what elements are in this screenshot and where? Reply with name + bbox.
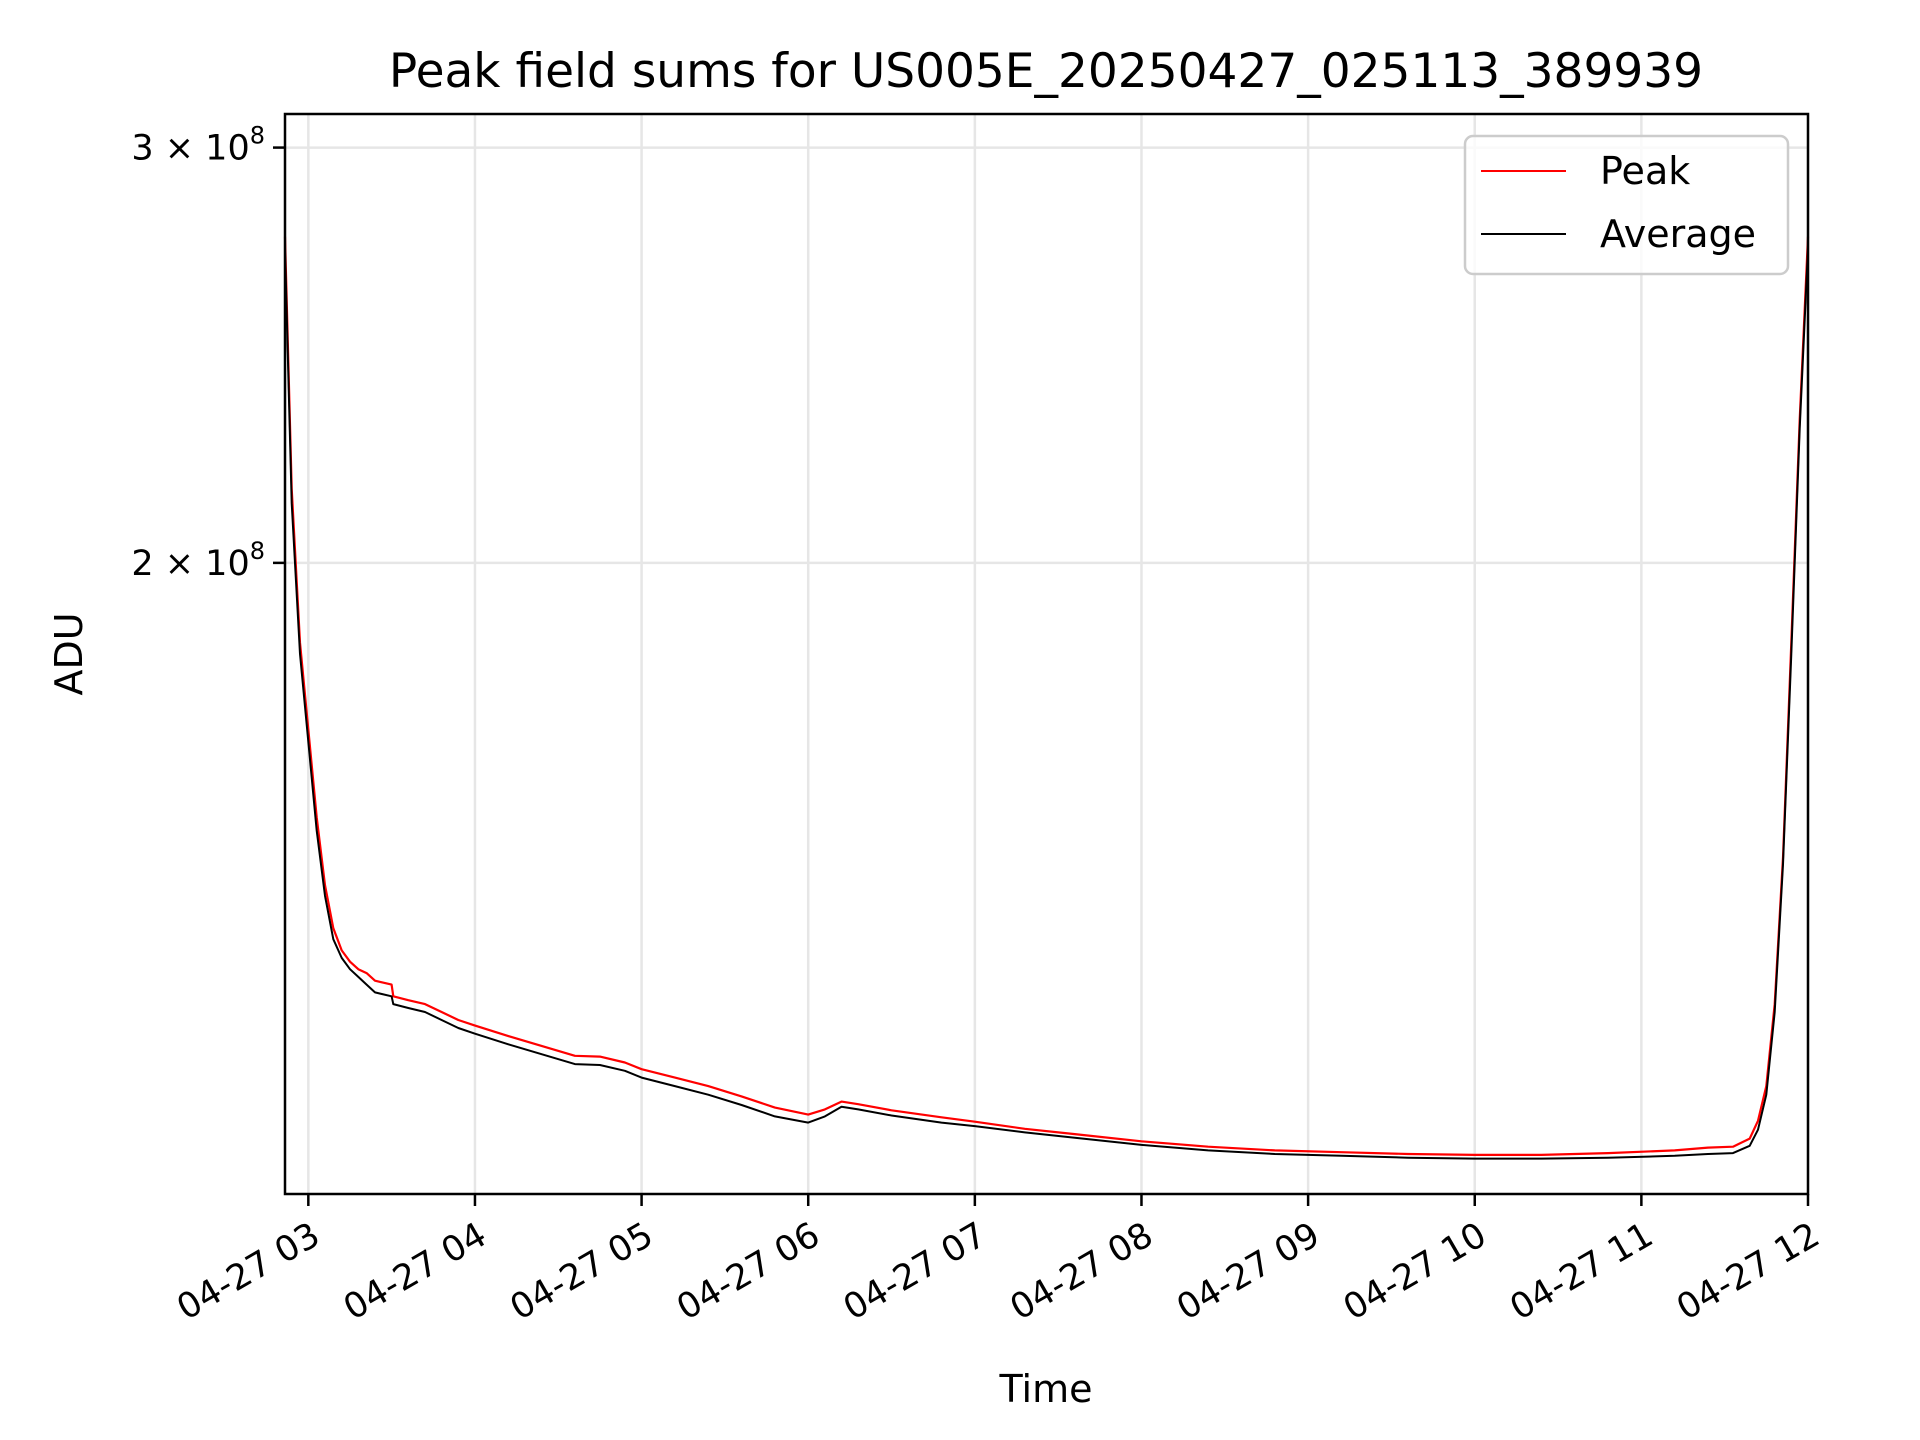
x-tick-label: 04-27 08 <box>1004 1215 1160 1328</box>
y-axis-ticks: 2 × 108 3 × 108 <box>131 122 285 584</box>
series-line-peak <box>283 236 1810 1157</box>
grid-lines <box>285 114 1810 1194</box>
legend: Peak Average <box>1463 134 1790 276</box>
y-tick-label: 2 × 108 <box>131 537 265 584</box>
x-axis-label: Time <box>999 1367 1093 1411</box>
chart-title: Peak field sums for US005E_20250427_0251… <box>389 44 1703 99</box>
x-tick-label: 04-27 07 <box>837 1215 993 1328</box>
y-tick-label: 3 × 108 <box>131 122 265 169</box>
legend-average-label: Average <box>1600 212 1756 256</box>
x-tick-label: 04-27 05 <box>504 1215 660 1328</box>
x-tick-label: 04-27 12 <box>1670 1215 1826 1328</box>
x-tick-label: 04-27 09 <box>1170 1215 1326 1328</box>
series-line-average <box>284 247 1809 1160</box>
x-tick-label: 04-27 11 <box>1504 1215 1660 1328</box>
series-lines <box>283 236 1810 1160</box>
y-axis-label: ADU <box>47 612 91 695</box>
x-tick-label: 04-27 03 <box>171 1215 327 1328</box>
legend-peak-label: Peak <box>1600 149 1690 193</box>
x-tick-label: 04-27 06 <box>670 1215 826 1328</box>
x-axis-ticks: 04-27 03 04-27 04 04-27 05 04-27 06 04-27 07… <box>171 1194 1827 1328</box>
plot-frame <box>283 112 1810 1196</box>
x-tick-label: 04-27 10 <box>1337 1215 1493 1328</box>
x-tick-label: 04-27 04 <box>337 1215 493 1328</box>
